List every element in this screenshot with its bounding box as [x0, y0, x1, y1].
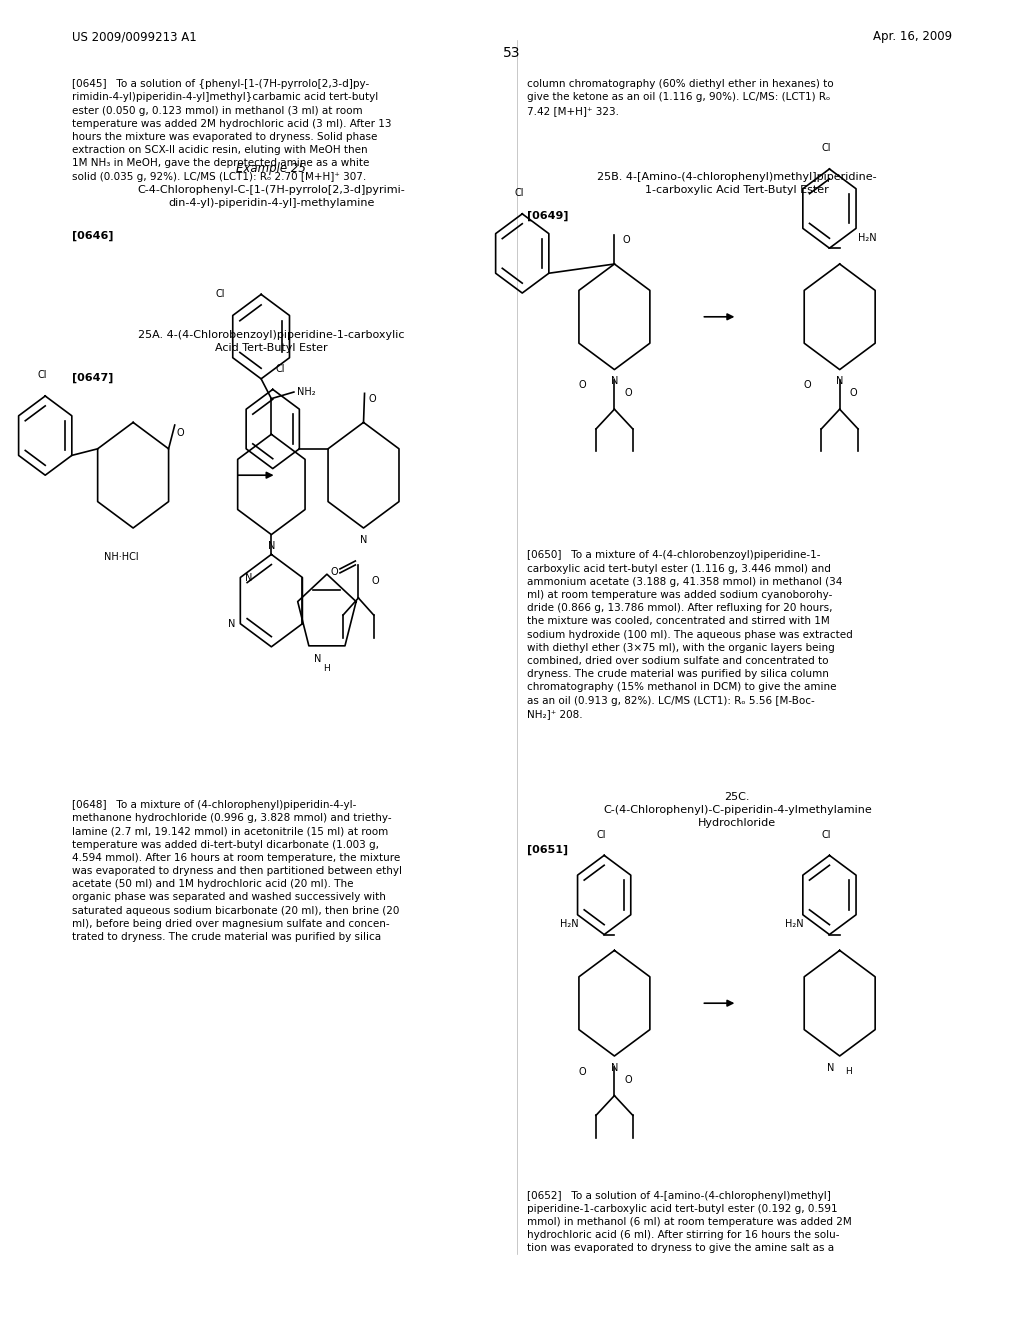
- Text: 25B. 4-[Amino-(4-chlorophenyl)methyl]piperidine-
1-carboxylic Acid Tert-Butyl Es: 25B. 4-[Amino-(4-chlorophenyl)methyl]pip…: [597, 172, 878, 195]
- Text: column chromatography (60% diethyl ether in hexanes) to
give the ketone as an oi: column chromatography (60% diethyl ether…: [527, 79, 834, 116]
- Text: Apr. 16, 2009: Apr. 16, 2009: [873, 30, 952, 44]
- Text: NH₂: NH₂: [297, 387, 315, 397]
- Text: H₂N: H₂N: [785, 919, 804, 929]
- Text: Cl: Cl: [596, 829, 606, 840]
- Text: O: O: [850, 388, 857, 399]
- Text: O: O: [625, 1074, 632, 1085]
- Text: N: N: [610, 1063, 618, 1073]
- Text: Cl: Cl: [821, 829, 831, 840]
- Text: N: N: [227, 619, 236, 628]
- Text: N: N: [359, 535, 368, 545]
- Text: [0645]   To a solution of {phenyl-[1-(7H-pyrrolo[2,3-d]py-
rimidin-4-yl)piperidi: [0645] To a solution of {phenyl-[1-(7H-p…: [72, 79, 391, 182]
- Text: N: N: [267, 541, 275, 552]
- Text: 25A. 4-(4-Chlorobenzoyl)piperidine-1-carboxylic
Acid Tert-Butyl Ester: 25A. 4-(4-Chlorobenzoyl)piperidine-1-car…: [138, 330, 404, 354]
- Text: C-4-Chlorophenyl-C-[1-(7H-pyrrolo[2,3-d]pyrimi-
din-4-yl)-piperidin-4-yl]-methyl: C-4-Chlorophenyl-C-[1-(7H-pyrrolo[2,3-d]…: [137, 185, 406, 209]
- Text: [0651]: [0651]: [527, 845, 568, 855]
- Text: O: O: [369, 393, 376, 404]
- Text: NH·HCl: NH·HCl: [103, 552, 138, 562]
- Text: O: O: [372, 576, 379, 586]
- Text: H: H: [324, 664, 331, 673]
- Text: Cl: Cl: [216, 289, 225, 300]
- Text: 25C.
C-(4-Chlorophenyl)-C-piperidin-4-ylmethylamine
Hydrochloride: 25C. C-(4-Chlorophenyl)-C-piperidin-4-yl…: [603, 792, 871, 829]
- Text: Cl: Cl: [275, 363, 286, 374]
- Text: O: O: [579, 1067, 586, 1077]
- Text: [0646]: [0646]: [72, 231, 114, 242]
- Text: H: H: [845, 1067, 852, 1076]
- Text: O: O: [177, 428, 184, 438]
- Text: [0649]: [0649]: [527, 211, 569, 222]
- Text: [0652]   To a solution of 4-[amino-(4-chlorophenyl)methyl]
piperidine-1-carboxyl: [0652] To a solution of 4-[amino-(4-chlo…: [527, 1191, 852, 1254]
- Text: O: O: [625, 388, 632, 399]
- Text: N: N: [836, 376, 844, 387]
- Text: [0647]: [0647]: [72, 372, 113, 383]
- Text: [0650]   To a mixture of 4-(4-chlorobenzoyl)piperidine-1-
carboxylic acid tert-b: [0650] To a mixture of 4-(4-chlorobenzoy…: [527, 550, 853, 719]
- Text: Cl: Cl: [821, 143, 831, 153]
- Text: Cl: Cl: [38, 370, 47, 380]
- Text: Example 25: Example 25: [237, 162, 306, 176]
- Text: O: O: [623, 235, 630, 246]
- Text: Cl: Cl: [514, 187, 524, 198]
- Text: H₂N: H₂N: [858, 232, 877, 243]
- Text: O: O: [804, 380, 811, 391]
- Text: N: N: [314, 653, 322, 664]
- Text: O: O: [331, 566, 338, 577]
- Text: N: N: [246, 573, 253, 582]
- Text: US 2009/0099213 A1: US 2009/0099213 A1: [72, 30, 197, 44]
- Text: 53: 53: [503, 46, 521, 61]
- Text: N: N: [827, 1063, 835, 1073]
- Text: N: N: [610, 376, 618, 387]
- Text: O: O: [579, 380, 586, 391]
- Text: [0648]   To a mixture of (4-chlorophenyl)piperidin-4-yl-
methanone hydrochloride: [0648] To a mixture of (4-chlorophenyl)p…: [72, 800, 401, 942]
- Text: H₂N: H₂N: [560, 919, 579, 929]
